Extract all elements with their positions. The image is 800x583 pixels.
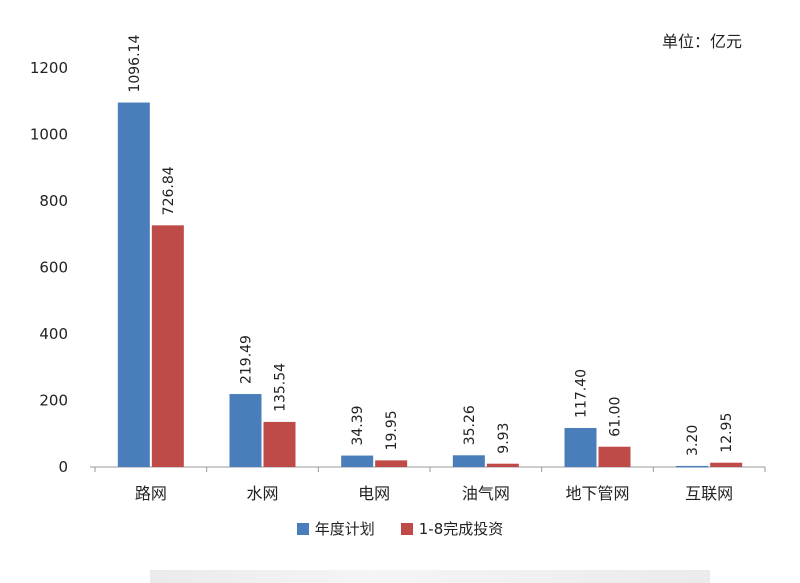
data-label: 726.84 <box>161 166 177 215</box>
legend-item-completed: 1-8完成投资 <box>400 518 504 539</box>
data-label: 34.39 <box>350 405 366 445</box>
y-tick-label: 400 <box>39 325 68 343</box>
bar-plan <box>341 455 374 467</box>
bar-completed <box>486 463 519 467</box>
x-category-label: 路网 <box>135 484 167 503</box>
bar-plan <box>452 455 485 467</box>
bar-plan <box>676 465 709 468</box>
data-label: 1096.14 <box>127 35 143 93</box>
bar-completed <box>598 446 631 467</box>
x-category-label: 电网 <box>358 484 390 503</box>
bar-plan <box>564 427 597 467</box>
x-category-label: 互联网 <box>685 484 733 503</box>
data-label: 35.26 <box>462 405 478 445</box>
legend-item-plan: 年度计划 <box>296 518 375 539</box>
legend-label-completed: 1-8完成投资 <box>418 520 504 538</box>
y-tick-label: 1000 <box>30 126 68 144</box>
data-label: 135.54 <box>273 363 289 412</box>
bar-completed <box>263 421 296 467</box>
bar-plan <box>117 102 150 467</box>
legend-swatch-plan <box>296 522 309 535</box>
caption-strip <box>150 570 710 583</box>
data-label: 19.95 <box>384 410 400 450</box>
bar-completed <box>375 460 408 467</box>
data-label: 219.49 <box>239 335 255 384</box>
y-tick-label: 1200 <box>30 59 68 77</box>
x-category-label: 水网 <box>246 484 278 503</box>
legend-swatch-completed <box>400 522 413 535</box>
data-label: 61.00 <box>608 397 624 437</box>
data-label: 3.20 <box>685 425 701 456</box>
y-tick-label: 600 <box>39 259 68 277</box>
legend: 年度计划 1-8完成投资 <box>0 518 800 539</box>
data-label: 117.40 <box>574 369 590 418</box>
y-tick-label: 0 <box>58 458 68 476</box>
legend-label-plan: 年度计划 <box>314 520 375 538</box>
x-category-label: 地下管网 <box>565 484 629 503</box>
unit-label: 单位：亿元 <box>661 32 742 51</box>
y-tick-label: 200 <box>39 392 68 410</box>
bar-completed <box>710 462 743 467</box>
data-label: 12.95 <box>719 413 735 453</box>
x-category-label: 油气网 <box>462 484 510 503</box>
y-tick-label: 800 <box>39 192 68 210</box>
data-label: 9.93 <box>496 423 512 454</box>
bar-plan <box>229 394 262 467</box>
bar-completed <box>151 225 184 467</box>
